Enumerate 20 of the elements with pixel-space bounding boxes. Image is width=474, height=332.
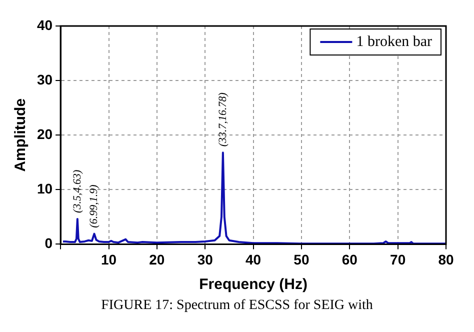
annotation: (6.99,1.9) <box>88 184 100 228</box>
annotation: (33.7,16.78) <box>216 92 229 147</box>
legend-label: 1 broken bar <box>356 34 432 50</box>
y-axis-title: Amplitude <box>12 98 30 172</box>
y-tick-label: 10 <box>36 180 53 197</box>
y-tick-label: 40 <box>36 16 53 33</box>
x-tick-label: 70 <box>390 251 406 268</box>
x-tick-label: 30 <box>197 251 214 268</box>
y-tick-label: 0 <box>44 235 53 252</box>
x-tick-label: 40 <box>245 251 262 268</box>
x-tick-label: 10 <box>100 251 117 268</box>
y-tick-label: 30 <box>36 71 53 88</box>
x-tick-label: 20 <box>149 251 165 268</box>
annotation: (3.5,4.63) <box>71 170 84 213</box>
x-tick-label: 60 <box>342 251 358 268</box>
x-tick-label: 50 <box>294 251 310 268</box>
y-tick-label: 20 <box>36 126 53 142</box>
x-tick-label: 80 <box>438 251 454 268</box>
x-axis-title: Frequency (Hz) <box>199 276 308 294</box>
caption: FIGURE 17: Spectrum of ESCSS for SEIG with <box>100 298 374 314</box>
